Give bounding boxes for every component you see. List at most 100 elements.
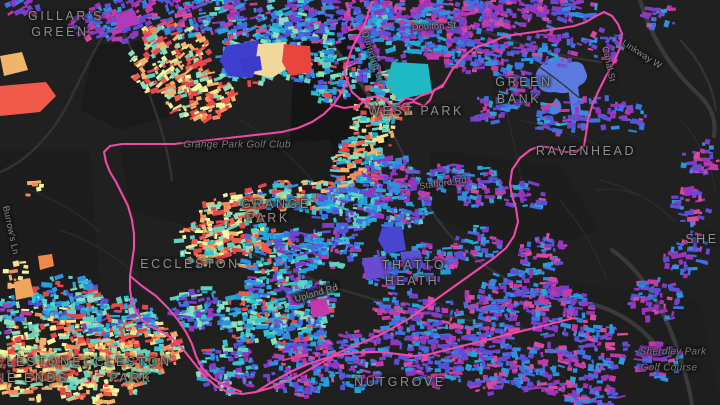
building-polygon: [302, 6, 311, 11]
building-polygon: [319, 281, 326, 285]
building-polygon: [249, 199, 255, 203]
building-polygon: [375, 361, 384, 367]
building-polygon: [357, 69, 364, 74]
building-polygon: [377, 68, 382, 73]
building-polygon: [463, 11, 476, 16]
building-polygon: [127, 49, 136, 57]
building-polygon: [180, 63, 185, 68]
building-polygon: [456, 63, 465, 68]
building-polygon: [443, 53, 451, 58]
building-polygon: [388, 13, 394, 18]
building-polygon: [542, 8, 550, 15]
building-polygon: [405, 15, 411, 19]
building-polygon: [504, 42, 509, 47]
building-polygon: [369, 183, 376, 187]
building-polygon: [207, 240, 216, 244]
building-polygon: [303, 0, 316, 4]
building-polygon: [212, 115, 221, 120]
building-polygon: [226, 211, 233, 215]
building-polygon: [206, 81, 219, 87]
building-polygon: [188, 93, 194, 100]
building-polygon: [498, 0, 506, 5]
building-polygon: [156, 72, 166, 82]
building-polygon: [336, 56, 348, 62]
building-polygon: [164, 18, 174, 27]
building-polygon: [329, 169, 340, 173]
building-polygon: [326, 192, 332, 197]
building-polygon: [356, 140, 366, 146]
building-polygon: [404, 110, 413, 116]
building-polygon: [157, 0, 163, 2]
building-polygon: [260, 257, 265, 262]
building-polygon: [201, 348, 212, 352]
building-polygon: [549, 58, 555, 62]
building-polygon: [83, 287, 91, 291]
building-polygon: [336, 32, 344, 38]
building-polygon: [372, 154, 385, 161]
building-polygon: [315, 206, 327, 209]
building-polygon: [297, 31, 305, 38]
building-polygon: [343, 96, 347, 100]
building-polygon: [444, 356, 451, 360]
building-polygon: [343, 24, 347, 28]
building-polygon: [347, 1, 353, 6]
building-polygon: [175, 0, 181, 4]
building-polygon: [364, 134, 371, 140]
building-polygon: [194, 110, 200, 115]
building-polygon: [147, 25, 154, 31]
building-polygon: [225, 213, 231, 218]
building-polygon: [144, 89, 150, 94]
building-polygon: [269, 239, 274, 243]
building-polygon: [576, 42, 583, 47]
building-polygon: [525, 72, 531, 76]
building-polygon: [261, 14, 266, 21]
building-polygon: [372, 38, 384, 42]
building-polygon: [536, 1, 544, 8]
building-polygon: [230, 194, 243, 200]
building-polygon: [127, 371, 135, 376]
building-polygon: [433, 313, 439, 318]
building-polygon: [329, 261, 340, 267]
building-polygon: [453, 15, 458, 19]
building-polygon: [173, 60, 183, 66]
building-polygon: [359, 120, 369, 123]
building-polygon: [377, 74, 382, 82]
building-polygon: [319, 52, 325, 58]
building-polygon: [244, 356, 249, 363]
building-polygon: [379, 123, 383, 131]
building-polygon: [218, 369, 225, 373]
building-polygon: [614, 39, 620, 46]
building-polygon: [355, 14, 362, 21]
building-polygon: [289, 373, 293, 377]
building-polygon: [317, 97, 323, 104]
building-polygon: [288, 0, 294, 2]
building-polygon: [497, 4, 504, 10]
building-polygon: [188, 325, 195, 332]
building-polygon: [191, 82, 203, 93]
building-polygon: [67, 351, 73, 359]
building-polygon: [149, 86, 160, 95]
building-polygon: [198, 7, 203, 13]
building-polygon: [393, 113, 400, 119]
building-polygon: [268, 25, 281, 34]
building-polygon: [211, 207, 216, 211]
building-polygon: [390, 117, 396, 125]
building-polygon: [351, 233, 359, 237]
building-polygon: [542, 17, 550, 22]
building-polygon: [402, 25, 414, 30]
building-polygon: [205, 217, 210, 221]
building-polygon: [305, 308, 311, 312]
building-polygon: [216, 244, 225, 252]
building-polygon: [225, 306, 231, 313]
building-polygon: [14, 379, 27, 385]
building-polygon: [266, 278, 270, 285]
building-polygon: [404, 43, 410, 47]
building-polygon: [222, 192, 229, 198]
building-polygon: [135, 62, 143, 68]
building-polygon: [390, 125, 396, 130]
building-polygon: [105, 323, 110, 330]
building-polygon: [212, 94, 222, 99]
building-polygon: [205, 246, 211, 252]
